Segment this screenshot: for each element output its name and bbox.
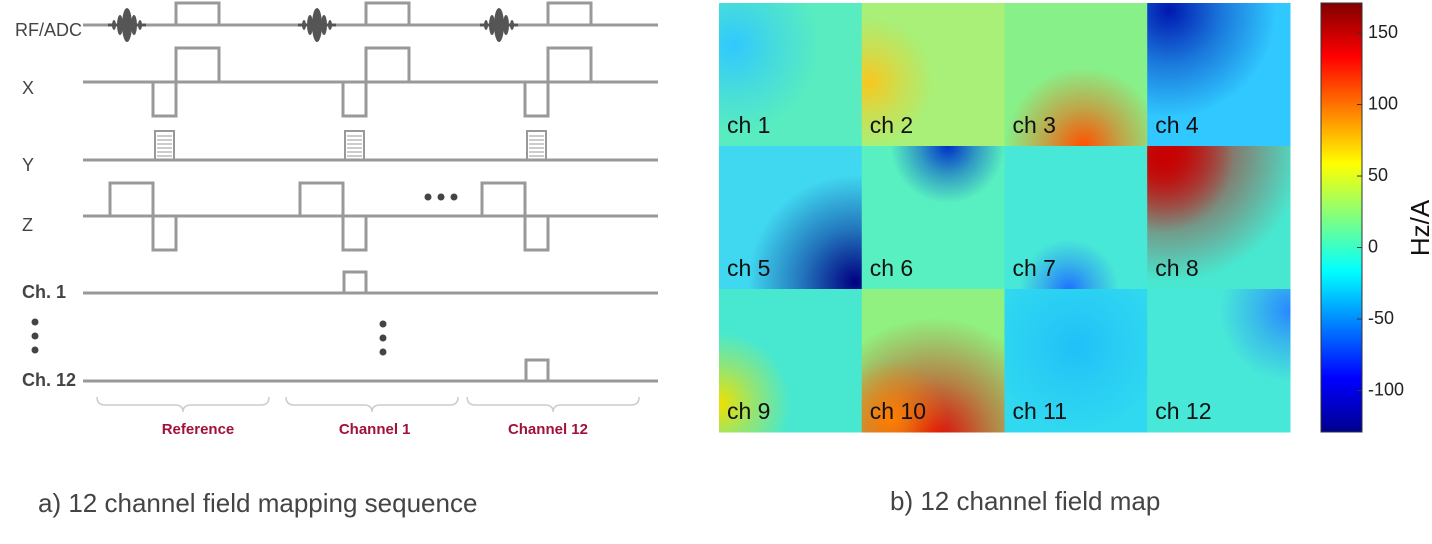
channel-label: ch 8 [1155,255,1198,281]
phase-encode [526,130,547,161]
ellipsis-dot [379,334,387,342]
brace [285,396,459,413]
channel-label: ch 5 [727,255,770,281]
channel-label: ch 6 [870,255,913,281]
channel-label: ch 9 [727,398,770,424]
colorbar-tick-label: 100 [1368,93,1398,113]
phase-encode [344,130,365,161]
colorbar [1320,2,1363,433]
pulse [342,270,368,293]
pulse [524,358,550,381]
colorbar-tick-label: -50 [1368,308,1394,328]
row-label: X [22,78,34,98]
pulse [108,181,178,252]
ellipsis-dot [424,193,432,201]
pulse [341,46,411,118]
pulse [151,46,221,118]
channel-label: ch 3 [1013,112,1056,138]
brace [96,396,270,413]
ellipsis-dot [31,318,39,326]
pulse [546,1,593,25]
sequence-diagram [83,1,658,383]
channel-label: ch 10 [870,398,926,424]
pulse [523,46,593,118]
channel-label: ch 2 [870,112,913,138]
colorbar-tick-label: -100 [1368,379,1404,399]
brace [466,396,640,413]
ellipsis-dot [379,348,387,356]
field-maps: ch 1 ch 2 ch 3 ch 4 ch 5 ch 6 ch 7 ch 8 ch 9 ch 1… [719,3,1291,433]
ellipsis-dot [31,332,39,340]
colorbar-tick-label: 150 [1368,22,1398,42]
channel-label: ch 11 [1013,398,1068,424]
channel-label: ch 4 [1155,112,1199,138]
section-label: Channel 1 [339,421,411,438]
row-label: Ch. 1 [22,282,66,302]
row-label: RF/ADC [15,20,82,40]
channel-label: ch 12 [1155,398,1211,424]
channel-label: ch 1 [727,112,770,138]
colorbar-tick-label: 50 [1368,165,1388,185]
pulse [174,1,221,25]
pulse [480,181,550,252]
row-label: Y [22,155,34,175]
pulse [298,181,368,252]
channel-label: ch 7 [1013,255,1056,281]
row-label: Ch. 12 [22,370,76,390]
caption-b: b) 12 channel field map [890,486,1160,516]
ellipsis-dot [437,193,445,201]
ellipsis-dot [31,346,39,354]
ellipsis-dot [450,193,458,201]
pulse [364,1,411,25]
phase-encode [154,130,175,161]
section-label: Channel 12 [508,421,588,438]
row-label: Z [22,215,33,235]
ellipsis-dot [379,320,387,328]
colorbar-label: Hz/A [1405,199,1432,256]
section-label: Reference [162,421,235,438]
colorbar-tick-label: 0 [1368,236,1378,256]
caption-a: a) 12 channel field mapping sequence [38,488,477,518]
